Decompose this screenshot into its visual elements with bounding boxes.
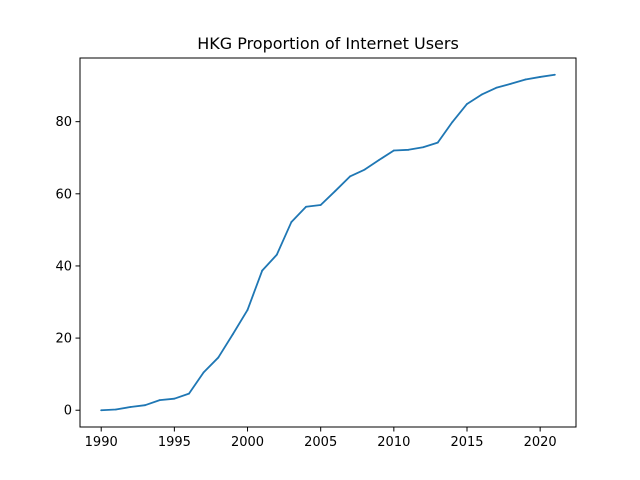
y-tick-label: 0 <box>64 404 72 419</box>
data-point <box>231 333 234 336</box>
data-point <box>114 408 117 411</box>
data-point <box>261 269 264 272</box>
data-point <box>217 356 220 359</box>
data-point <box>349 175 351 178</box>
data-point <box>553 73 556 76</box>
data-point <box>305 205 307 208</box>
series-line <box>100 73 556 412</box>
data-point <box>524 78 527 81</box>
data-point <box>290 221 293 223</box>
data-point <box>158 399 161 402</box>
data-point <box>173 397 176 400</box>
data-point <box>129 406 132 408</box>
data-point <box>407 148 410 151</box>
y-tick-label: 20 <box>55 332 72 347</box>
data-point <box>539 76 542 78</box>
plot-frame <box>79 57 577 428</box>
data-point <box>100 409 103 412</box>
x-tick-label: 1995 <box>158 435 191 450</box>
data-point <box>436 141 439 144</box>
x-tick-label: 1990 <box>85 435 118 450</box>
data-point <box>334 190 337 192</box>
data-point <box>480 93 483 96</box>
y-axis: 0 20 40 60 80 <box>55 115 80 419</box>
data-point <box>392 149 395 152</box>
data-point <box>422 146 425 149</box>
x-tick-label: 2010 <box>377 435 410 450</box>
y-tick-label: 80 <box>55 115 72 130</box>
data-point <box>451 121 454 123</box>
data-point <box>246 309 249 311</box>
data-point <box>495 86 498 89</box>
chart-title: HKG Proportion of Internet Users <box>197 34 459 53</box>
data-point <box>202 371 205 374</box>
plot-series <box>100 73 556 412</box>
data-point <box>466 103 468 105</box>
data-point <box>319 204 322 206</box>
data-point <box>275 253 278 256</box>
x-tick-label: 2005 <box>304 435 337 450</box>
data-point <box>509 82 512 85</box>
data-point <box>363 168 366 171</box>
data-point <box>144 404 147 407</box>
x-axis: 1990 1995 2000 2005 2010 2015 2020 <box>85 427 557 450</box>
y-tick-label: 40 <box>55 259 72 274</box>
x-tick-label: 2015 <box>450 435 483 450</box>
y-tick-label: 60 <box>55 187 72 202</box>
data-point <box>378 158 381 161</box>
x-tick-label: 2000 <box>231 435 264 450</box>
data-point <box>188 392 190 395</box>
x-tick-label: 2020 <box>524 435 557 450</box>
